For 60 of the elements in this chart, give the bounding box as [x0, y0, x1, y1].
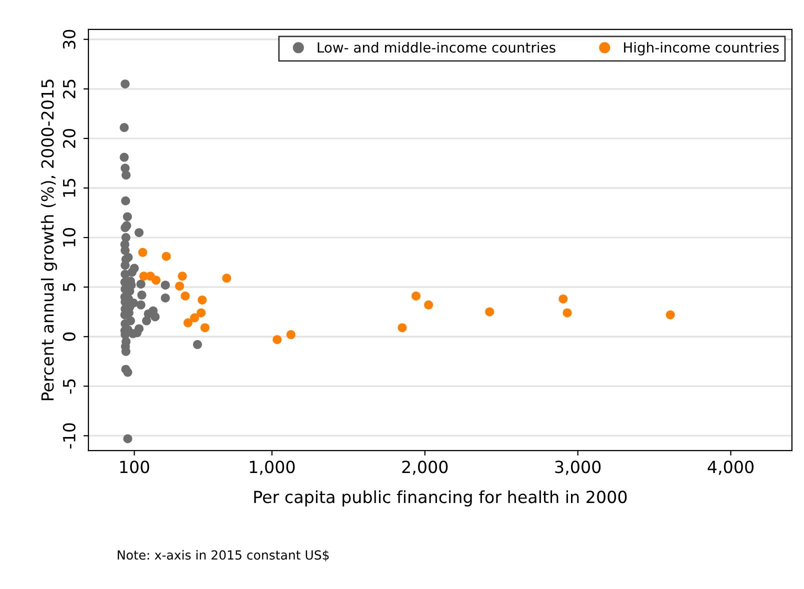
- point: [120, 270, 130, 279]
- x-tick-label: 2,000: [402, 460, 448, 475]
- y-tick-label: 15: [63, 178, 76, 197]
- point: [123, 368, 132, 377]
- point: [130, 264, 139, 273]
- point: [121, 196, 130, 206]
- x-tick-label: 1,000: [250, 460, 295, 475]
- x-tick-label: 3,000: [555, 460, 601, 475]
- text: Note: x-axis in 2015 constant US$: [118, 550, 329, 562]
- point: [412, 292, 421, 301]
- point: [666, 310, 675, 320]
- point: [160, 293, 170, 302]
- point: [398, 323, 407, 332]
- y-tick-label: 5: [63, 283, 76, 292]
- point: [222, 274, 232, 283]
- y-tick-label: 30: [62, 30, 76, 49]
- x-tick-label: 100: [120, 460, 150, 474]
- point: [136, 300, 146, 310]
- point: [286, 330, 296, 340]
- point: [196, 308, 206, 318]
- point: [562, 308, 572, 318]
- point: [272, 335, 282, 344]
- point: [485, 307, 494, 316]
- x-tick-label: 4,000: [708, 460, 754, 475]
- point: [184, 318, 192, 328]
- y-tick-label: 10: [62, 228, 76, 246]
- point: [162, 252, 171, 261]
- point: [142, 316, 152, 326]
- point: [152, 276, 161, 285]
- legend-label: High-income countries: [624, 42, 779, 56]
- point: [178, 272, 187, 281]
- point: [136, 280, 146, 289]
- point: [134, 228, 144, 238]
- y-tick-label: -5: [63, 379, 76, 394]
- point: [137, 290, 146, 300]
- point: [198, 295, 207, 304]
- point: [120, 79, 130, 88]
- point: [123, 434, 132, 444]
- y-tick-label: 20: [62, 128, 76, 148]
- point: [150, 312, 160, 322]
- legend-label: Low- and middle-income countries: [318, 42, 556, 53]
- point: [180, 292, 190, 301]
- point: [190, 313, 200, 322]
- point: [122, 212, 132, 222]
- point: [120, 152, 129, 162]
- point: [175, 282, 184, 291]
- point: [122, 170, 131, 180]
- point: [160, 280, 170, 290]
- point: [424, 300, 434, 310]
- point: [120, 123, 129, 132]
- x-axis-title: Per capita public financing for health in 2000: [254, 490, 627, 506]
- point: [200, 323, 210, 332]
- y-axis-title: Percent annual growth (%), 2000-2015: [40, 80, 58, 400]
- point: [192, 340, 202, 350]
- y-tick-label: 25: [62, 80, 76, 98]
- y-tick-label: -10: [62, 423, 76, 449]
- point: [120, 260, 130, 270]
- point: [558, 294, 568, 304]
- y-tick-label: 0: [62, 332, 76, 341]
- point: [138, 248, 148, 257]
